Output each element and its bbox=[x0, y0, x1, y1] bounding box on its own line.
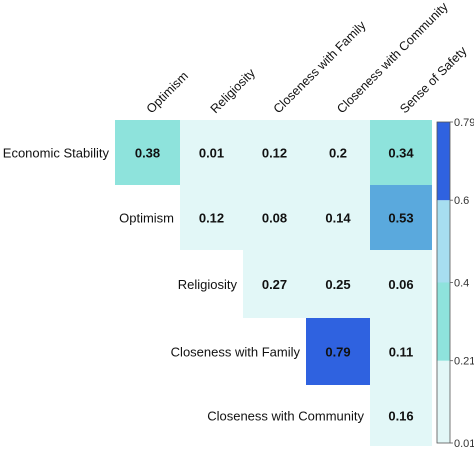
cell-economic-stability-closeness-with-family-value: 0.12 bbox=[262, 146, 287, 161]
cell-economic-stability-closeness-with-family bbox=[243, 120, 306, 185]
cell-optimism-sense-of-safety-value: 0.53 bbox=[388, 211, 413, 226]
legend-tick-label-2: 0.4 bbox=[454, 278, 469, 290]
cell-economic-stability-religiosity bbox=[180, 120, 243, 185]
cell-economic-stability-optimism bbox=[115, 120, 180, 185]
cell-closeness-with-family-sense-of-safety-value: 0.11 bbox=[389, 345, 414, 360]
cell-closeness-with-community-sense-of-safety-value: 0.16 bbox=[388, 409, 413, 424]
cell-optimism-religiosity-value: 0.12 bbox=[199, 211, 224, 226]
cell-economic-stability-closeness-with-community bbox=[306, 120, 370, 185]
cell-religiosity-sense-of-safety-value: 0.06 bbox=[388, 277, 413, 292]
cell-closeness-with-community-sense-of-safety bbox=[370, 385, 432, 446]
cell-closeness-with-family-closeness-with-community bbox=[306, 318, 370, 385]
cell-economic-stability-sense-of-safety-value: 0.34 bbox=[388, 146, 414, 161]
cell-religiosity-sense-of-safety bbox=[370, 250, 432, 318]
cell-optimism-closeness-with-family-value: 0.08 bbox=[262, 211, 287, 226]
cell-optimism-religiosity bbox=[180, 185, 243, 250]
cell-closeness-with-family-sense-of-safety bbox=[370, 318, 432, 385]
column-label-closeness-with-community: Closeness with Community bbox=[334, 0, 451, 116]
legend-tick-label-1: 0.6 bbox=[454, 195, 469, 207]
cell-economic-stability-sense-of-safety bbox=[370, 120, 432, 185]
cell-religiosity-closeness-with-family-value: 0.27 bbox=[262, 277, 287, 292]
cell-closeness-with-family-closeness-with-community-value: 0.79 bbox=[325, 345, 350, 360]
row-label-economic-stability: Economic Stability bbox=[3, 146, 110, 161]
legend-bin-3 bbox=[437, 122, 450, 201]
row-label-optimism: Optimism bbox=[119, 211, 174, 226]
legend-bin-1 bbox=[437, 282, 450, 361]
legend-bin-0 bbox=[437, 360, 450, 443]
cell-optimism-closeness-with-community-value: 0.14 bbox=[325, 211, 351, 226]
legend-tick-label-0: 0.79 bbox=[454, 117, 474, 129]
heatmap-cells: 0.38 0.01 0.12 0.2 0.34 0.12 0.08 0.14 0.53 0.27 0… bbox=[115, 120, 432, 446]
column-label-optimism: Optimism bbox=[144, 69, 191, 116]
cell-religiosity-closeness-with-community bbox=[306, 250, 370, 318]
cell-economic-stability-optimism-value: 0.38 bbox=[135, 146, 160, 161]
cell-optimism-closeness-with-community bbox=[306, 185, 370, 250]
cell-economic-stability-religiosity-value: 0.01 bbox=[199, 146, 224, 161]
row-label-religiosity: Religiosity bbox=[178, 277, 238, 292]
row-label-closeness-with-community: Closeness with Community bbox=[207, 409, 364, 424]
column-label-sense-of-safety: Sense of Safety bbox=[397, 43, 470, 116]
cell-economic-stability-closeness-with-community-value: 0.2 bbox=[329, 146, 347, 161]
row-label-closeness-with-family: Closeness with Family bbox=[171, 345, 301, 360]
column-labels: Optimism Religiosity Closeness with Family… bbox=[144, 0, 470, 116]
cell-optimism-closeness-with-family bbox=[243, 185, 306, 250]
cell-optimism-sense-of-safety bbox=[370, 185, 432, 250]
legend-bin-2 bbox=[437, 200, 450, 283]
legend-tick-label-4: 0.01 bbox=[454, 438, 474, 450]
column-label-religiosity: Religiosity bbox=[208, 65, 259, 116]
cell-religiosity-closeness-with-community-value: 0.25 bbox=[325, 277, 350, 292]
legend-tick-label-3: 0.21 bbox=[454, 356, 474, 368]
color-legend: 0.79 0.6 0.4 0.21 0.01 bbox=[436, 117, 474, 450]
row-labels: Economic Stability Optimism Religiosity Clo… bbox=[3, 146, 365, 424]
cell-religiosity-closeness-with-family bbox=[243, 250, 306, 318]
